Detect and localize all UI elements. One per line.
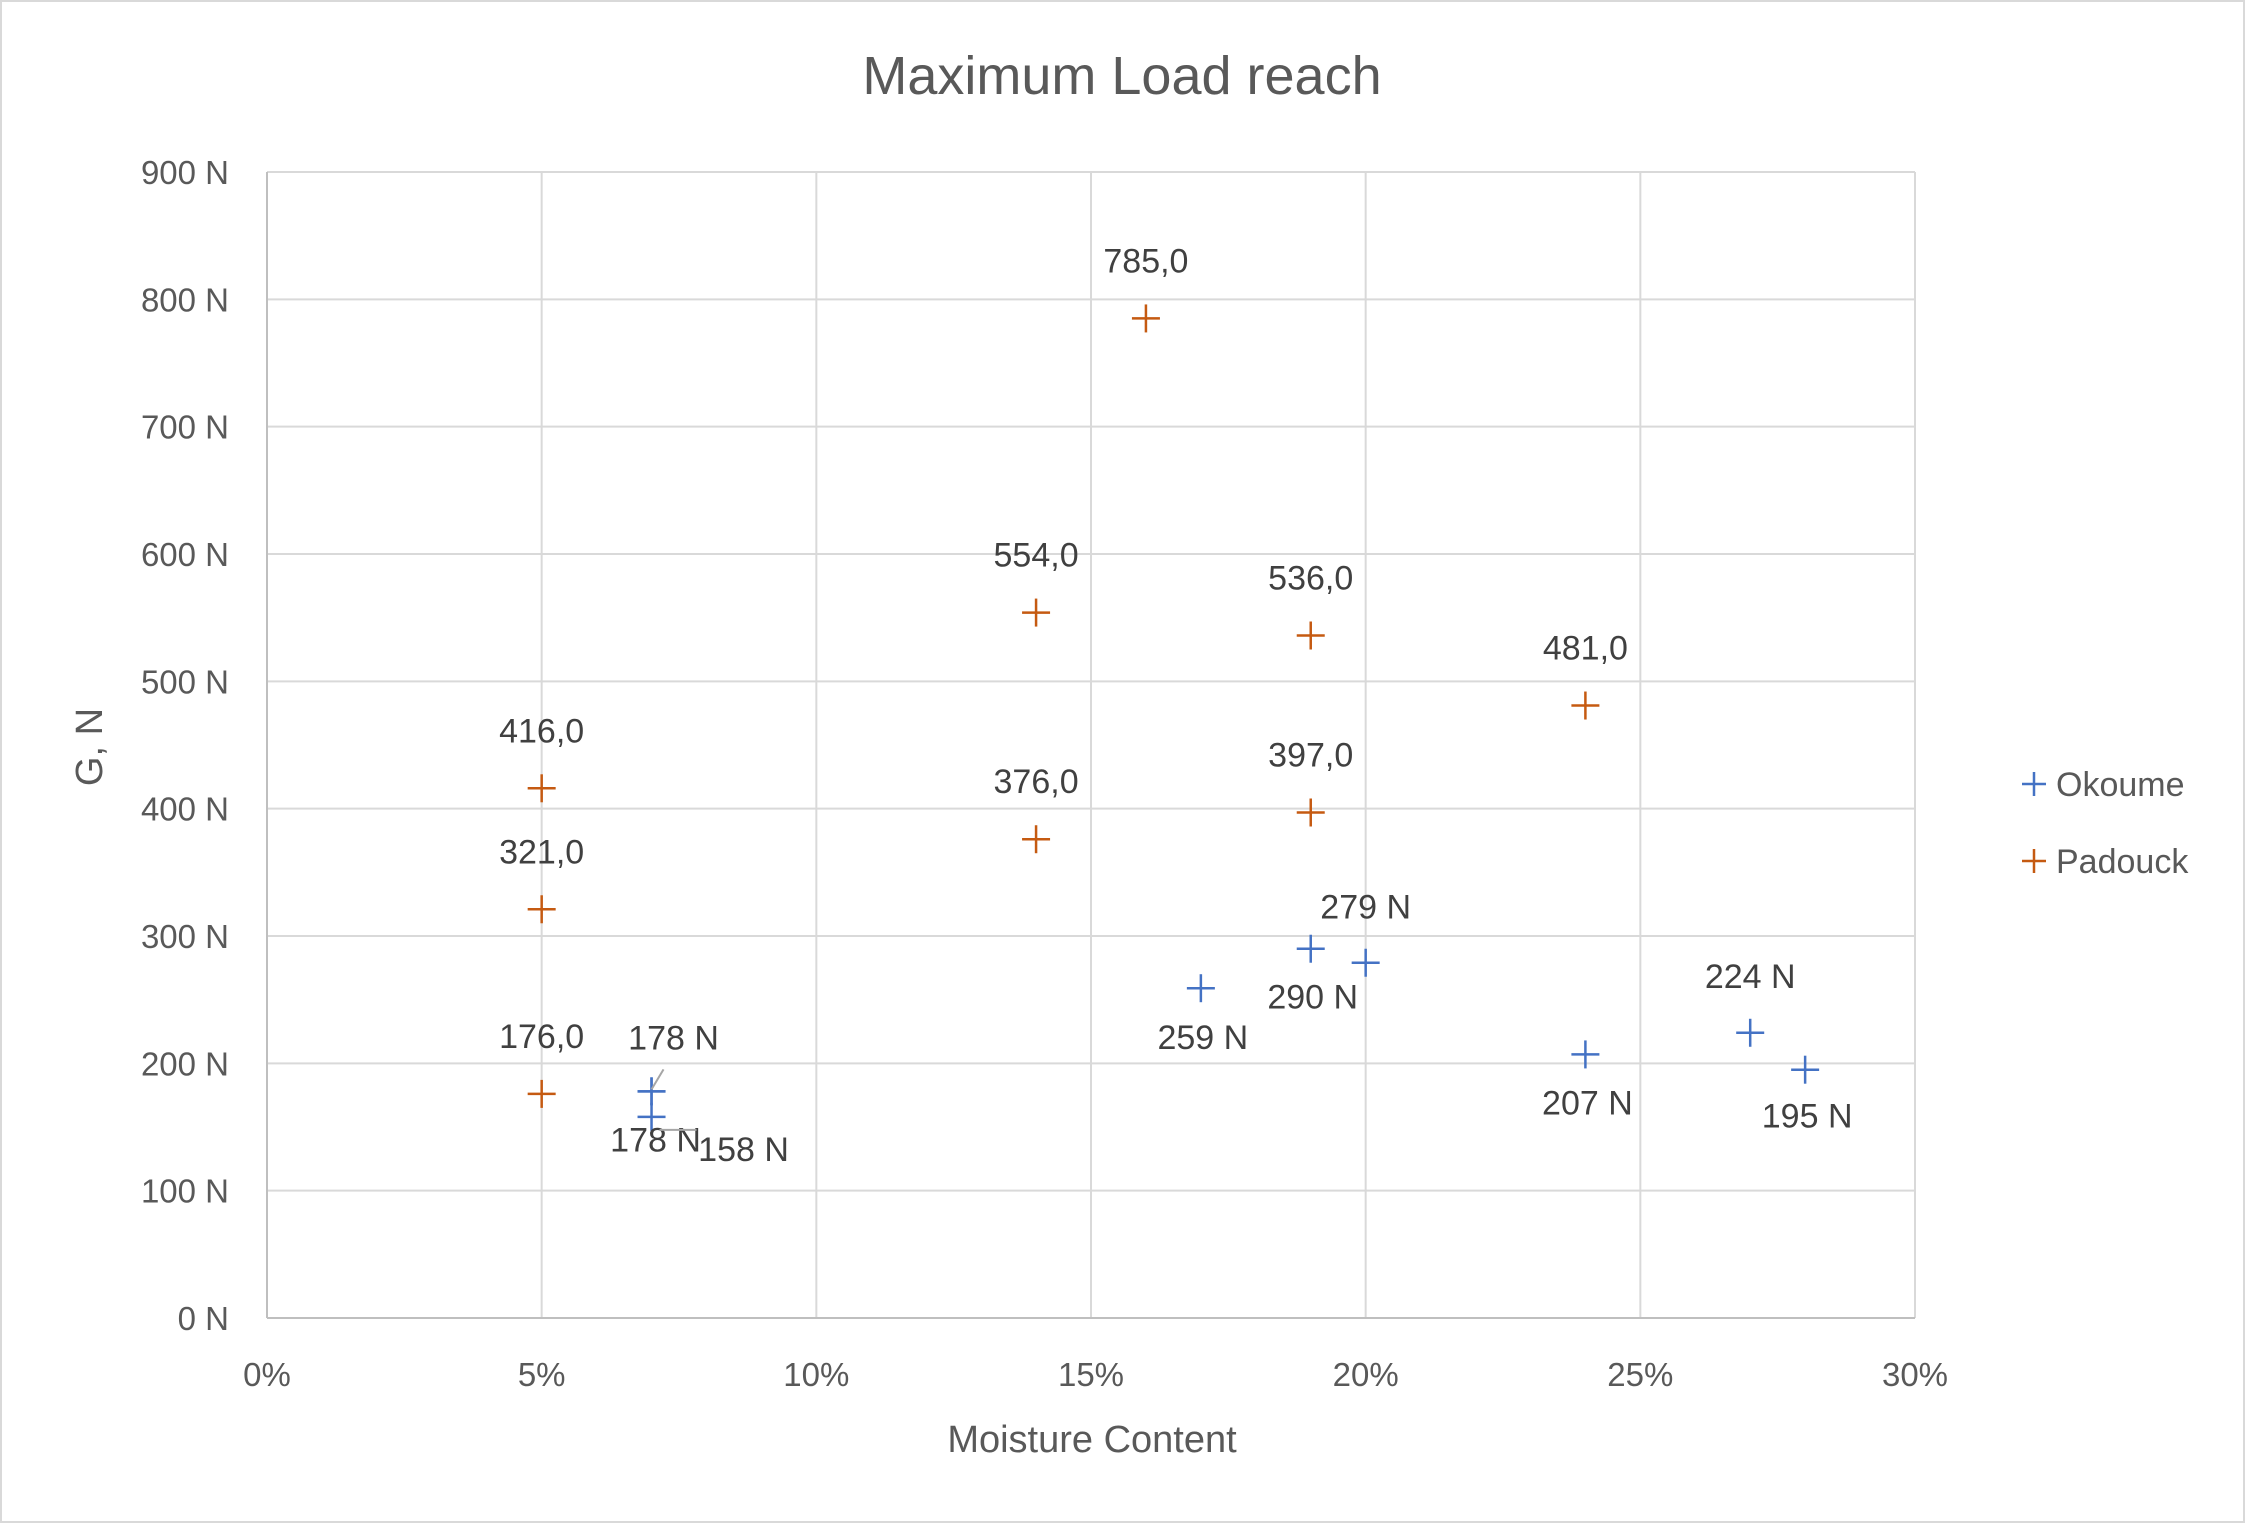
data-label: 554,0: [994, 537, 1079, 575]
data-label: 279 N: [1320, 889, 1411, 927]
data-point-padouck: [527, 895, 556, 924]
data-label: 207 N: [1542, 1084, 1633, 1122]
y-tick-label: 700 N: [141, 409, 229, 446]
data-label: 397,0: [1268, 736, 1353, 774]
y-tick-label: 400 N: [141, 791, 229, 828]
y-tick-label: 900 N: [141, 154, 229, 191]
data-point-okoume: [637, 1102, 666, 1131]
chart-title: Maximum Load reach: [862, 46, 1381, 106]
x-tick-label: 5%: [518, 1356, 566, 1393]
data-point-okoume: [1296, 934, 1325, 963]
data-label: 290 N: [1267, 979, 1358, 1017]
data-label: 416,0: [499, 712, 584, 750]
data-point-okoume: [1791, 1055, 1820, 1084]
x-tick-label: 15%: [1058, 1356, 1124, 1393]
x-tick-label: 30%: [1882, 1356, 1948, 1393]
legend-item-okoume: Okoume: [2022, 766, 2185, 804]
axes: 0 N 100 N 200 N 300 N 400 N 500 N 600 N 700 N 80…: [141, 154, 1948, 1393]
x-tick-label: 0%: [243, 1356, 291, 1393]
data-label: 536,0: [1268, 559, 1353, 597]
x-tick-label: 25%: [1607, 1356, 1673, 1393]
data-label: 224 N: [1705, 958, 1796, 996]
data-point-padouck: [1022, 598, 1051, 627]
x-tick-label: 20%: [1333, 1356, 1399, 1393]
data-point-okoume: [1351, 948, 1380, 977]
gridlines: [267, 171, 1916, 1318]
data-point-okoume: [1736, 1018, 1765, 1047]
legend: Okoume Padouck: [2022, 766, 2189, 881]
y-tick-label: 200 N: [141, 1045, 229, 1082]
data-label: 178 N: [610, 1121, 701, 1159]
data-point-okoume: [1571, 1040, 1600, 1069]
data-label: 158 N: [698, 1131, 789, 1169]
label-leader-line: [650, 1068, 665, 1090]
data-label: 259 N: [1157, 1019, 1248, 1057]
y-tick-label: 500 N: [141, 663, 229, 700]
data-point-okoume: [1186, 974, 1215, 1003]
data-label: 481,0: [1543, 630, 1628, 668]
data-label: 176,0: [499, 1018, 584, 1056]
y-tick-label: 100 N: [141, 1173, 229, 1210]
data-label: 785,0: [1103, 242, 1188, 280]
legend-label: Padouck: [2056, 843, 2189, 881]
data-marks: [527, 304, 1820, 1131]
y-tick-label: 0 N: [178, 1300, 229, 1337]
y-axis-title: G, N: [69, 708, 111, 786]
data-point-padouck: [1022, 825, 1051, 854]
data-point-padouck: [1571, 691, 1600, 720]
y-tick-label: 300 N: [141, 918, 229, 955]
data-label: 195 N: [1762, 1098, 1853, 1136]
data-point-padouck: [1296, 798, 1325, 827]
y-tick-label: 800 N: [141, 281, 229, 318]
data-label: 376,0: [994, 763, 1079, 801]
y-tick-label: 600 N: [141, 536, 229, 573]
data-point-okoume: [637, 1077, 666, 1106]
data-point-padouck: [1296, 621, 1325, 650]
data-label: 178 N: [628, 1019, 719, 1057]
legend-item-padouck: Padouck: [2022, 843, 2189, 881]
data-point-padouck: [527, 774, 556, 803]
x-axis-title: Moisture Content: [947, 1419, 1237, 1461]
data-point-padouck: [527, 1079, 556, 1108]
data-point-padouck: [1131, 304, 1160, 333]
legend-label: Okoume: [2056, 766, 2185, 804]
data-label: 321,0: [499, 833, 584, 871]
x-tick-label: 10%: [783, 1356, 849, 1393]
